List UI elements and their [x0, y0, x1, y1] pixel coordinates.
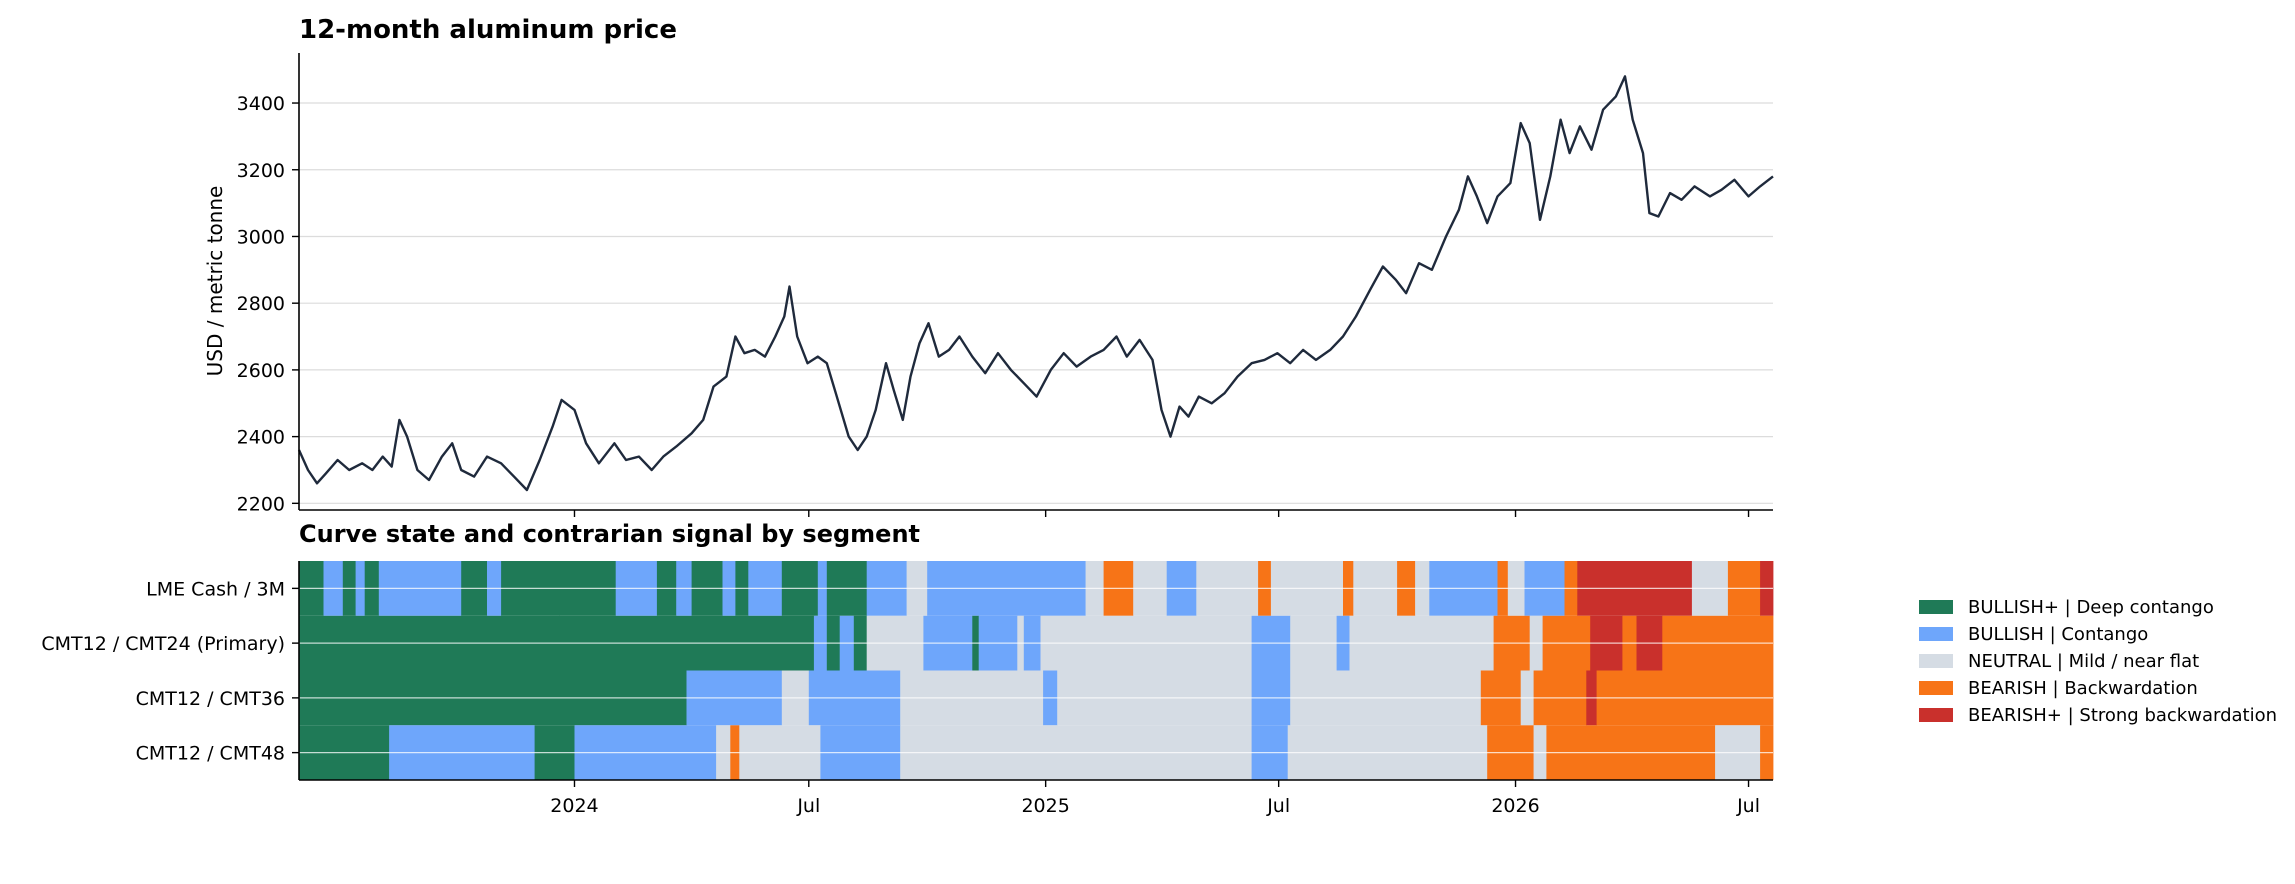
- legend-swatch-bullish_plus: [1919, 600, 1953, 614]
- legend: BULLISH+ | Deep contango BULLISH | Contan…: [1919, 597, 2277, 726]
- price-panel: 12-month aluminum price USD / metric ton…: [203, 15, 1774, 517]
- price-y-tick-label: 2600: [237, 360, 285, 382]
- price-y-ticks: 2200 2400 2600 2800 3000 3200 3400: [237, 93, 299, 515]
- price-y-tick-label: 3400: [237, 93, 285, 115]
- price-y-tick-label: 3000: [237, 226, 285, 248]
- price-x-ticks: [573, 510, 1750, 517]
- price-y-tick-label: 2200: [237, 493, 285, 515]
- legend-label-bearish: BEARISH | Backwardation: [1968, 678, 2198, 699]
- state-x-tick-label: Jul: [1736, 795, 1760, 817]
- state-row-label: CMT12 / CMT36: [136, 688, 285, 710]
- state-row-label: CMT12 / CMT48: [136, 743, 285, 765]
- state-x-tick-label: 2024: [550, 795, 598, 817]
- state-row-label: LME Cash / 3M: [146, 578, 285, 600]
- legend-swatch-bearish: [1919, 681, 1953, 695]
- state-row-label: CMT12 / CMT24 (Primary): [41, 633, 285, 655]
- price-line: [297, 75, 1774, 492]
- legend-label-bullish: BULLISH | Contango: [1968, 624, 2148, 645]
- legend-swatch-bearish_plus: [1919, 708, 1953, 722]
- state-panel: Curve state and contrarian signal by seg…: [41, 520, 1774, 817]
- state-row-labels: LME Cash / 3M CMT12 / CMT24 (Primary) CMT1…: [41, 578, 299, 765]
- legend-label-neutral: NEUTRAL | Mild / near flat: [1968, 651, 2199, 672]
- price-chart-title: 12-month aluminum price: [299, 15, 677, 45]
- price-y-tick-label: 2400: [237, 427, 285, 449]
- price-y-axis-label: USD / metric tonne: [203, 186, 227, 377]
- price-y-tick-label: 3200: [237, 160, 285, 182]
- state-x-tick-label: Jul: [1266, 795, 1290, 817]
- legend-swatch-bullish: [1919, 627, 1953, 641]
- legend-swatch-neutral: [1919, 654, 1953, 668]
- state-heatmap: [299, 561, 1774, 781]
- legend-label-bullish_plus: BULLISH+ | Deep contango: [1968, 597, 2214, 618]
- state-x-tick-label: 2025: [1021, 795, 1069, 817]
- price-y-tick-label: 2800: [237, 293, 285, 315]
- price-series: [297, 75, 1774, 492]
- legend-label-bearish_plus: BEARISH+ | Strong backwardation: [1968, 705, 2277, 726]
- state-chart-title: Curve state and contrarian signal by seg…: [299, 520, 920, 548]
- state-x-tick-label: 2026: [1491, 795, 1539, 817]
- state-x-ticks: 2024 Jul 2025 Jul 2026 Jul: [550, 780, 1760, 817]
- price-gridlines: [299, 102, 1773, 504]
- state-x-tick-label: Jul: [796, 795, 820, 817]
- state-row-lines: [299, 587, 1773, 754]
